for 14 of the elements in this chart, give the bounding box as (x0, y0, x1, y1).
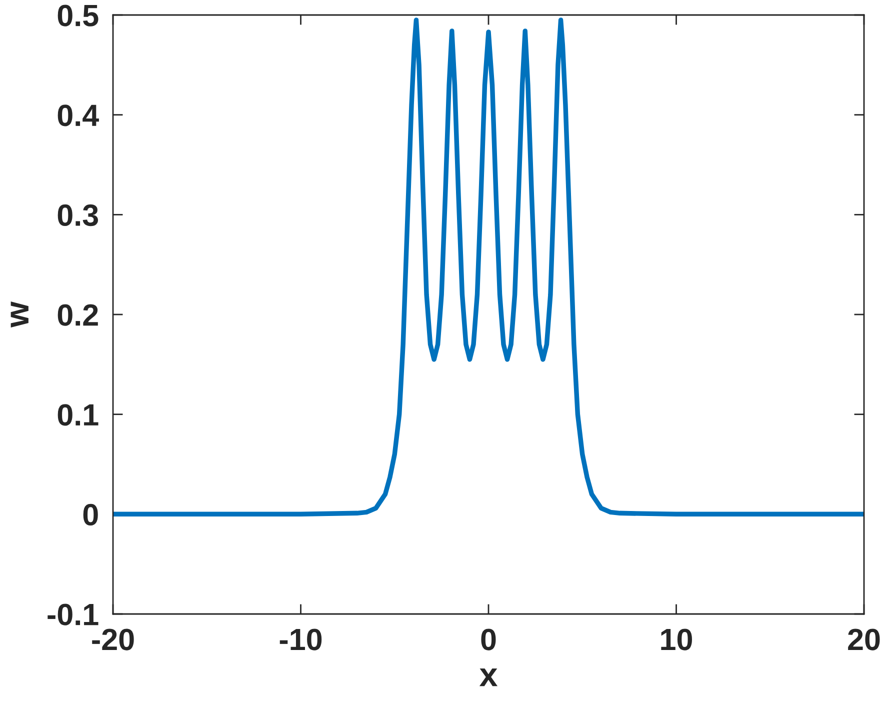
y-tick-label: 0.4 (58, 104, 99, 126)
y-tick-label: 0.5 (58, 4, 98, 26)
x-tick-label: 10 (661, 628, 692, 650)
y-tick-label: 0.2 (58, 304, 98, 326)
y-tick-label: 0.3 (58, 204, 98, 226)
x-axis-title: x (479, 668, 498, 686)
y-tick-label: 0.1 (58, 404, 98, 426)
x-tick-label: -10 (280, 628, 322, 650)
y-axis-title: w (10, 301, 28, 328)
x-tick-label: 0 (481, 628, 496, 650)
x-tick-label: 20 (848, 628, 880, 650)
x-tick-label: -20 (92, 628, 134, 650)
y-tick-label: 0 (83, 504, 98, 526)
y-tick-label: -0.1 (48, 604, 98, 626)
